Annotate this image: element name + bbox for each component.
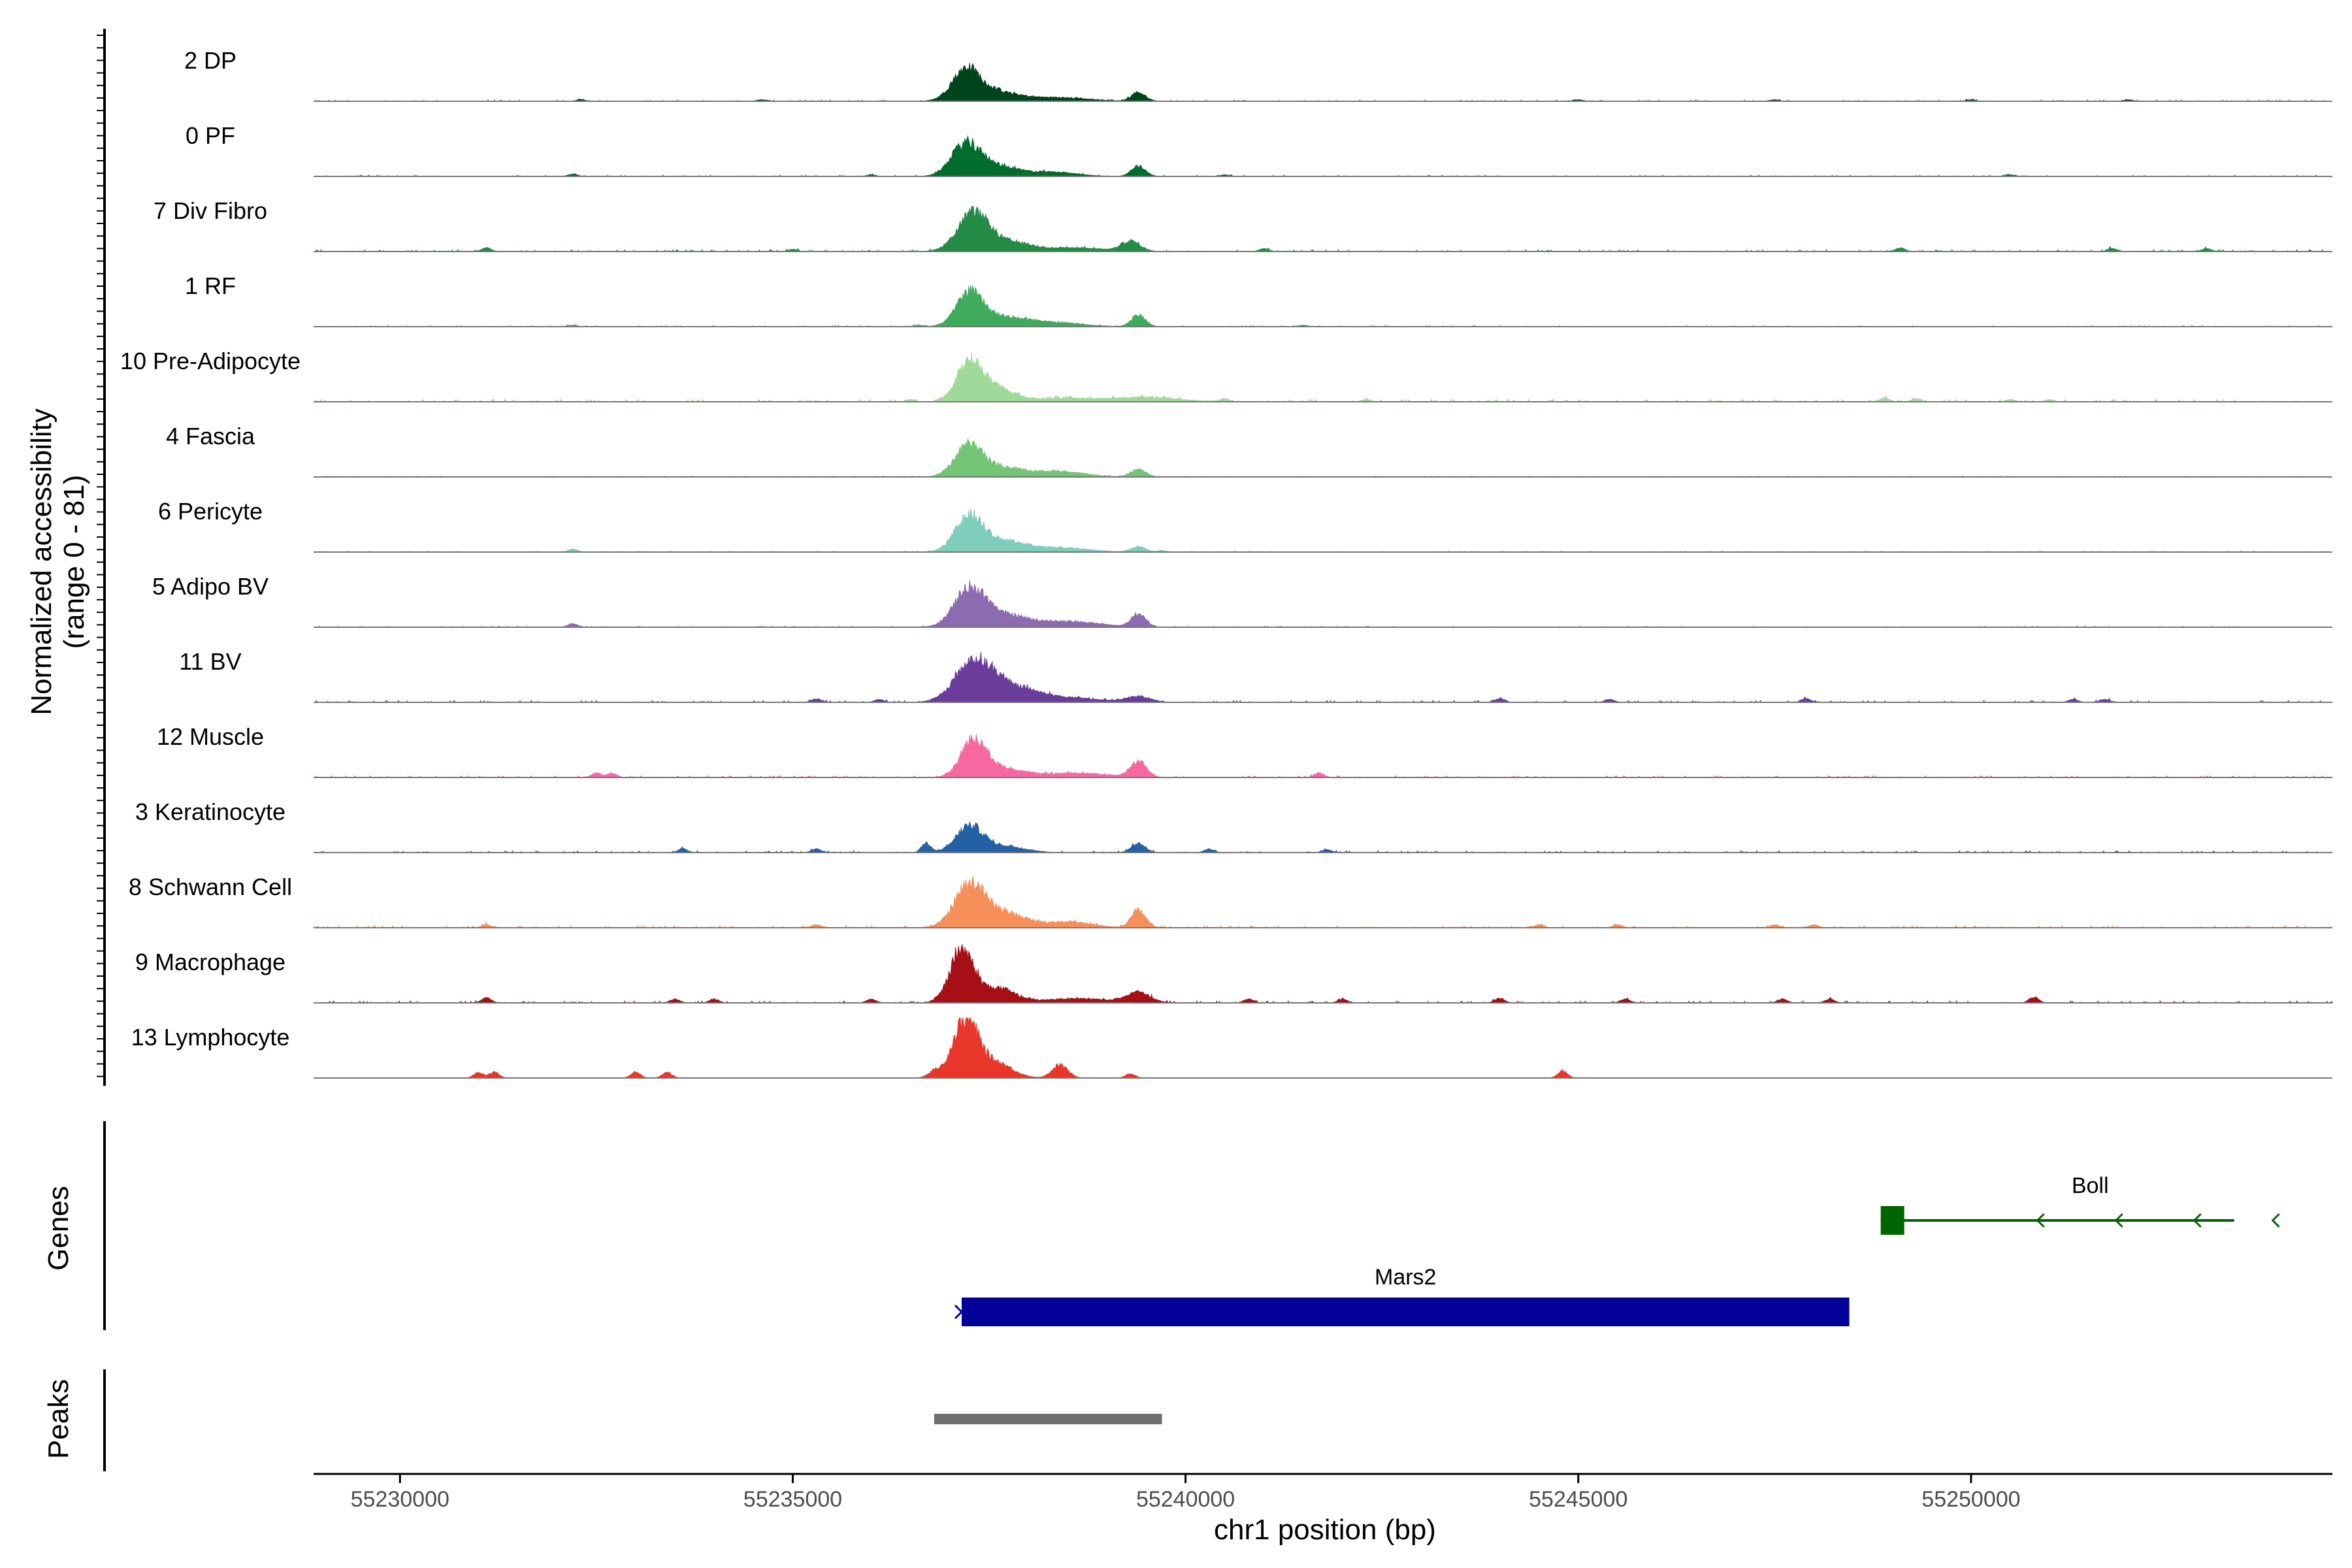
gene-boll: Boll (1880, 1173, 2280, 1235)
x-tick-label: 55235000 (743, 1487, 842, 1512)
track-3: 7 Div Fibro (154, 197, 2332, 252)
strand-arrow (2193, 1213, 2202, 1228)
coverage-y-axis (97, 29, 106, 1086)
coverage-area (314, 580, 2332, 628)
coverage-area (314, 285, 2332, 327)
x-axis-ticks: 55230000 55235000 55240000 55245000 55250000 (351, 1474, 2021, 1512)
x-tick-label: 55250000 (1921, 1487, 2020, 1512)
track-label: 11 BV (179, 648, 241, 675)
track-label: 12 Muscle (157, 723, 264, 750)
gene-exon-block (961, 1298, 1850, 1326)
gene-exon-block (1880, 1206, 1904, 1235)
gene-label: Mars2 (1375, 1265, 1436, 1290)
track-label: 8 Schwann Cell (129, 874, 292, 900)
coverage-area (314, 135, 2332, 177)
track-4: 1 RF (185, 272, 2332, 327)
strand-arrow (2271, 1213, 2280, 1228)
track-2: 0 PF (186, 122, 2332, 177)
track-6: 4 Fascia (166, 423, 2332, 478)
track-12: 8 Schwann Cell (129, 874, 2332, 928)
x-tick-label: 55245000 (1529, 1487, 1627, 1512)
peak-regions (934, 1414, 1162, 1424)
track-10: 12 Muscle (157, 723, 2332, 779)
coverage-area (314, 1017, 2332, 1079)
peaks-panel-label: Peaks (42, 1379, 74, 1459)
coverage-area (314, 734, 2332, 779)
track-label: 10 Pre-Adipocyte (120, 348, 301, 374)
coverage-area (314, 353, 2332, 403)
coverage-area (314, 651, 2332, 704)
gene-label: Boll (2072, 1173, 2109, 1198)
coverage-area (314, 438, 2332, 478)
track-label: 13 Lymphocyte (131, 1024, 290, 1051)
x-tick-label: 55240000 (1136, 1487, 1235, 1512)
coverage-area (314, 943, 2333, 1004)
track-1: 2 DP (184, 47, 2333, 102)
y-axis-label-line1: Normalized accessibility (25, 408, 57, 715)
track-label: 7 Div Fibro (154, 197, 267, 224)
gene-mars2: Mars2 (954, 1265, 1850, 1326)
track-label: 0 PF (186, 122, 235, 149)
coverage-tracks: 2 DP 0 PF 7 Div Fibro 1 RF 10 Pre-Adipocyte 4… (120, 47, 2333, 1079)
genes-panel-label: Genes (42, 1186, 74, 1271)
track-label: 9 Macrophage (135, 949, 286, 975)
coverage-area (313, 875, 2332, 928)
coverage-area (314, 205, 2332, 252)
track-11: 3 Keratinocyte (135, 798, 2332, 853)
x-axis-label: chr1 position (bp) (1214, 1514, 1436, 1546)
strand-arrow (2036, 1213, 2045, 1228)
track-14: 13 Lymphocyte (131, 1017, 2332, 1079)
coverage-area (314, 508, 2332, 553)
coverage-area (314, 821, 2332, 853)
track-9: 11 BV (179, 648, 2332, 704)
x-tick-label: 55230000 (351, 1487, 449, 1512)
track-5: 10 Pre-Adipocyte (120, 348, 2332, 403)
track-label: 4 Fascia (166, 423, 255, 449)
track-label: 5 Adipo BV (152, 573, 269, 600)
peak-region-bar (934, 1414, 1162, 1424)
coverage-area (314, 63, 2333, 102)
track-label: 3 Keratinocyte (135, 798, 286, 825)
track-label: 1 RF (185, 272, 236, 299)
y-axis-label-line2: (range 0 - 81) (58, 475, 90, 649)
strand-arrow (954, 1304, 964, 1320)
track-8: 5 Adipo BV (152, 573, 2332, 628)
track-7: 6 Pericyte (158, 498, 2332, 553)
track-label: 6 Pericyte (158, 498, 263, 525)
track-13: 9 Macrophage (135, 943, 2333, 1004)
gene-annotations: Mars2 Boll (954, 1173, 2280, 1326)
strand-arrow (2114, 1213, 2123, 1228)
track-label: 2 DP (184, 47, 237, 74)
